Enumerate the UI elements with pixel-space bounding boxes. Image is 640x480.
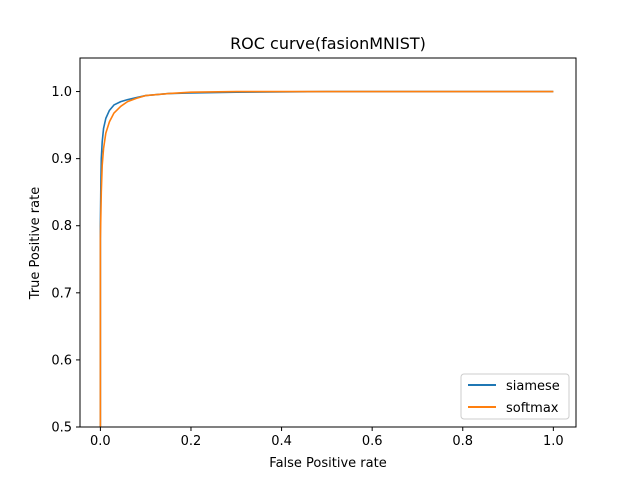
x-tick-label: 0.2 [181, 434, 202, 449]
x-tick-label: 0.6 [362, 434, 383, 449]
plot-frame [79, 57, 577, 428]
y-axis-label: True Positive rate [28, 187, 43, 300]
chart-title: ROC curve(fasionMNIST) [230, 34, 426, 53]
y-tick-label: 0.6 [51, 353, 72, 368]
y-tick-label: 0.9 [51, 152, 72, 167]
x-tick-label: 0.0 [90, 434, 111, 449]
legend-label-siamese: siamese [506, 379, 560, 394]
series-line-softmax [99, 90, 554, 427]
x-tick-label: 0.8 [452, 434, 473, 449]
y-tick-label: 0.7 [51, 286, 72, 301]
x-tick-label: 1.0 [543, 434, 564, 449]
legend-label-softmax: softmax [506, 401, 559, 416]
x-tick-label: 0.4 [271, 434, 292, 449]
series-layer [99, 90, 554, 427]
y-tick-label: 0.8 [51, 219, 72, 234]
y-tick-label: 0.5 [51, 421, 72, 436]
y-tick-label: 1.0 [51, 85, 72, 100]
y-axis-ticks: 0.5 0.6 0.7 0.8 0.9 1.0 [51, 85, 80, 436]
x-axis-ticks: 0.0 0.2 0.4 0.6 0.8 1.0 [90, 427, 564, 449]
x-axis-label: False Positive rate [269, 456, 386, 471]
legend: siamese softmax [460, 373, 570, 420]
